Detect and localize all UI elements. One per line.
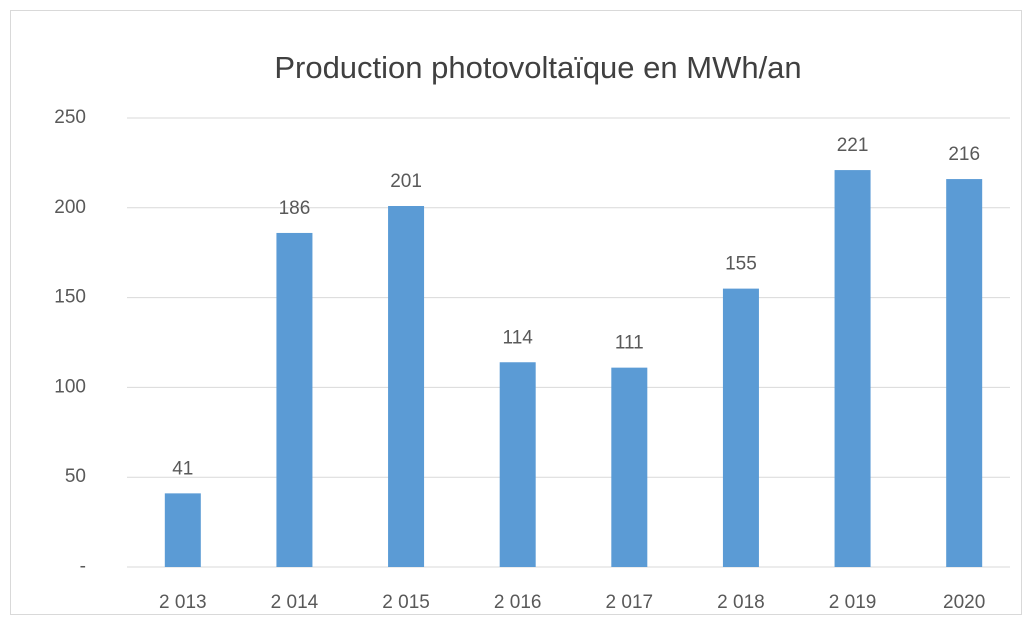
- x-tick-label: 2 015: [382, 592, 430, 613]
- bar: [722, 288, 759, 567]
- value-label: 186: [279, 198, 311, 219]
- x-tick-label: 2 017: [606, 592, 654, 613]
- y-tick-label: -: [80, 556, 86, 577]
- y-tick-label: 200: [54, 197, 86, 218]
- x-tick-label: 2 014: [271, 592, 319, 613]
- x-tick-label: 2020: [943, 592, 985, 613]
- x-tick-label: 2 019: [829, 592, 877, 613]
- y-tick-label: 150: [54, 287, 86, 308]
- value-label: 114: [503, 327, 534, 348]
- value-label: 111: [615, 333, 644, 354]
- bar: [611, 367, 648, 567]
- bar: [834, 170, 871, 568]
- value-label: 221: [837, 135, 869, 156]
- value-label: 41: [172, 458, 193, 479]
- bar: [164, 493, 201, 567]
- value-label: 216: [948, 144, 980, 165]
- bar: [388, 206, 425, 567]
- y-tick-label: 250: [54, 107, 86, 128]
- x-tick-label: 2 013: [159, 592, 207, 613]
- chart-title: Production photovoltaïque en MWh/an: [274, 50, 801, 85]
- bar: [946, 179, 983, 567]
- x-tick-label: 2 016: [494, 592, 542, 613]
- y-tick-label: 100: [54, 376, 86, 397]
- x-tick-label: 2 018: [717, 592, 765, 613]
- y-tick-label: 50: [65, 466, 86, 487]
- bar: [499, 362, 536, 567]
- value-label: 155: [725, 254, 757, 275]
- value-label: 201: [390, 171, 422, 192]
- bar: [276, 232, 313, 567]
